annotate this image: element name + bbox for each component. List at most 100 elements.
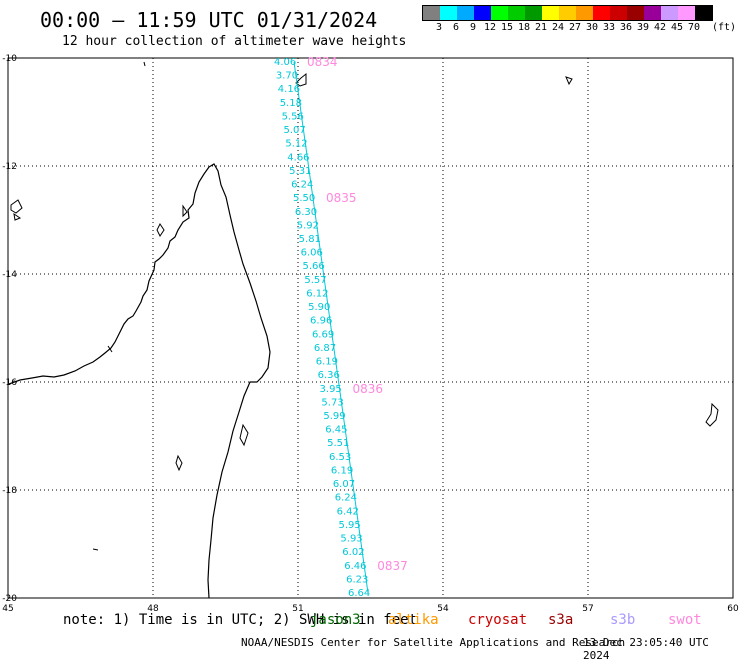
legend-swatch [695, 6, 712, 20]
legend-label: 12 [483, 22, 497, 33]
wave-height-value: 5.18 [280, 98, 302, 109]
small-islands [10, 61, 719, 551]
wave-height-value: 6.19 [331, 465, 353, 476]
legend-label: 33 [602, 22, 616, 33]
lon-tick-label: 51 [292, 604, 303, 614]
legend-label: 15 [500, 22, 514, 33]
wave-height-value: 6.19 [316, 357, 338, 368]
legend-swatch [491, 6, 508, 20]
legend-swatch [508, 6, 525, 20]
legend-swatch [644, 6, 661, 20]
lon-tick-label: 54 [437, 604, 449, 614]
satellite-s3b: s3b [610, 612, 636, 628]
map-frame [7, 57, 734, 599]
legend-label: 36 [619, 22, 633, 33]
wave-height-value: 6.12 [306, 288, 328, 299]
wave-height-value: 6.87 [314, 343, 336, 354]
pass-time-labels: 0834 0835 0836 0837 [307, 55, 408, 573]
pass-time-label: 0837 [377, 559, 408, 573]
legend-label: 3 [435, 22, 443, 33]
legend-label: 70 [687, 22, 701, 33]
legend-swatch [440, 6, 457, 20]
pass-time-label: 0836 [353, 382, 384, 396]
legend-labels: (ft) 3 6 9 12 15 18 21 24 27 30 33 36 39 42 45 70 [422, 21, 736, 33]
wave-height-value: 6.69 [312, 329, 334, 340]
wave-height-value: 6.96 [310, 316, 332, 327]
legend-label: 39 [636, 22, 650, 33]
wave-height-value: 5.73 [321, 397, 343, 408]
wave-height-value: 6.45 [325, 425, 347, 436]
wave-height-value: 4.06 [274, 57, 296, 68]
pass-time-label: 0834 [307, 55, 338, 69]
page-title: 00:00 – 11:59 UTC 01/31/2024 [40, 8, 378, 32]
pass-time-label: 0835 [326, 191, 357, 205]
legend-label: 30 [585, 22, 599, 33]
map-grid [8, 58, 733, 598]
satellite-jason3: jason3 [310, 612, 361, 628]
wave-height-value: 5.66 [302, 261, 324, 272]
lon-tick-label: 57 [582, 604, 593, 614]
wave-height-value: 5.93 [340, 534, 362, 545]
wave-height-value: 5.92 [297, 220, 319, 231]
generated-timestamp: 13 Dec 23:05:40 UTC 2024 [583, 636, 709, 662]
wave-height-value: 5.07 [283, 125, 305, 136]
wave-height-value: 5.90 [308, 302, 330, 313]
wave-height-value: 5.31 [289, 166, 311, 177]
legend-swatch [474, 6, 491, 20]
satellite-altika: altika [388, 612, 439, 628]
wave-height-value: 6.64 [348, 588, 370, 599]
lon-tick-label: 48 [147, 604, 159, 614]
legend-label: 21 [534, 22, 548, 33]
wave-height-value: 6.24 [335, 493, 357, 504]
track-line [293, 61, 369, 594]
lat-tick-label: -12 [2, 162, 17, 172]
legend-swatch [610, 6, 627, 20]
wave-height-value: 5.12 [285, 139, 307, 150]
lat-tick-label: -10 [2, 54, 17, 64]
lon-tick-label: 60 [727, 604, 739, 614]
legend-label: 42 [653, 22, 667, 33]
lat-tick-label: -14 [2, 270, 17, 280]
legend-swatch [678, 6, 695, 20]
wave-height-value: 4.66 [287, 152, 309, 163]
legend-swatches [422, 5, 713, 21]
satellite-cryosat: cryosat [468, 612, 528, 628]
legend-label: 27 [568, 22, 582, 33]
wave-height-value: 5.57 [304, 275, 326, 286]
credit-line: NOAA/NESDIS Center for Satellite Applica… [241, 636, 626, 649]
legend-swatch [525, 6, 542, 20]
wave-height-value: 6.46 [344, 561, 366, 572]
satellite-s3a: s3a [548, 612, 574, 628]
legend-label: 6 [452, 22, 460, 33]
wave-height-value: 6.53 [329, 452, 351, 463]
legend-swatch [661, 6, 678, 20]
legend-swatch [457, 6, 474, 20]
map-tick-labels: 45 48 51 54 57 60 -10 -12 -14 -16 -18 -20 [2, 54, 739, 614]
lat-tick-label: -20 [2, 594, 17, 604]
wave-height-value: 4.16 [278, 84, 300, 95]
wave-height-observations: 4.06 3.70 4.16 5.18 5.56 5.07 5.12 4.66 5.31 6.24… [274, 57, 370, 599]
wave-height-value: 6.24 [291, 180, 313, 191]
wave-height-value: 5.81 [299, 234, 321, 245]
wave-height-value: 5.56 [282, 111, 304, 122]
altimeter-track [293, 61, 369, 594]
lat-tick-label: -16 [2, 378, 17, 388]
satellite-swot: swot [668, 612, 702, 628]
wave-height-value: 6.07 [333, 479, 355, 490]
legend-label: 18 [517, 22, 531, 33]
legend-label: 9 [469, 22, 477, 33]
legend-label: 45 [670, 22, 684, 33]
wave-height-value: 3.70 [276, 71, 298, 82]
madagascar-coastline [8, 163, 271, 599]
wave-height-value: 6.42 [337, 506, 359, 517]
legend-swatch [542, 6, 559, 20]
page-subtitle: 12 hour collection of altimeter wave hei… [62, 34, 407, 49]
legend-unit: (ft) [712, 22, 737, 33]
wave-height-value: 3.95 [320, 384, 342, 395]
lon-tick-label: 45 [2, 604, 13, 614]
legend-swatch [593, 6, 610, 20]
wave-height-value: 6.23 [346, 574, 368, 585]
wave-height-value: 5.51 [327, 438, 349, 449]
wave-height-value: 6.06 [301, 248, 323, 259]
